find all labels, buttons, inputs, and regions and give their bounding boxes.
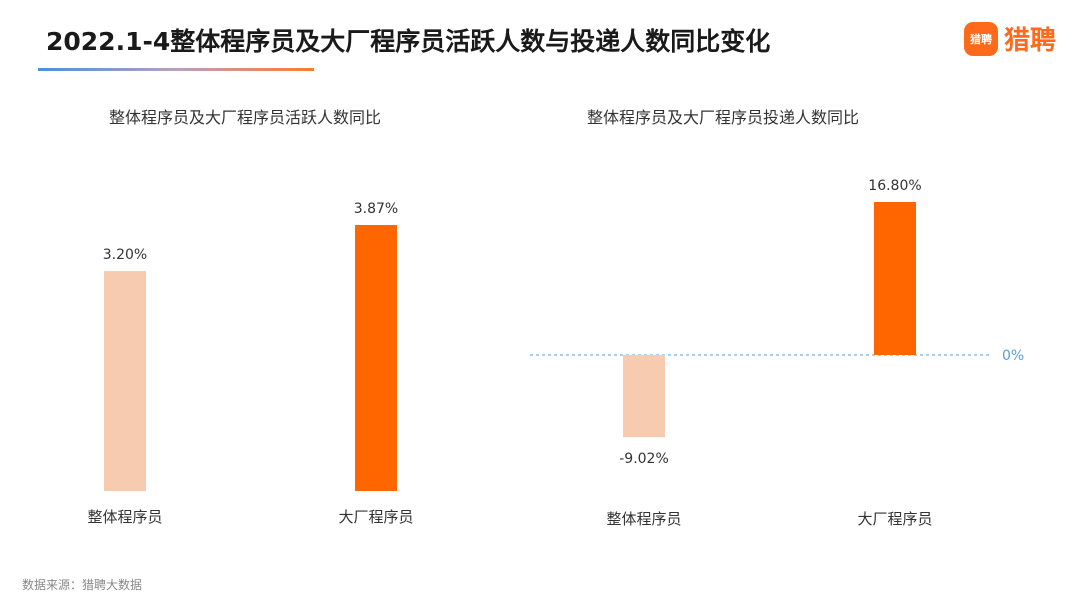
data-label-active-2: 3.87% — [354, 201, 398, 217]
bar-applications-2 — [874, 202, 916, 355]
x-label-applications-2: 大厂程序员 — [857, 510, 932, 528]
data-label-active-1: 3.20% — [103, 247, 147, 263]
brand-logo: 猎聘 猎聘 — [963, 20, 1056, 57]
data-label-applications-2: 16.80% — [868, 178, 921, 194]
chart-title-active: 整体程序员及大厂程序员活跃人数同比 — [108, 108, 382, 127]
brand-name: 猎聘 — [1003, 26, 1056, 56]
bar-applications-1 — [623, 355, 665, 438]
chat-bubble-icon: 猎聘 — [963, 21, 998, 56]
chart-title-applications: 整体程序员及大厂程序员投递人数同比 — [586, 108, 860, 127]
x-label-active-1: 整体程序员 — [87, 508, 162, 526]
zero-label: 0% — [1002, 348, 1024, 364]
data-source-note: 数据来源：猎聘大数据 — [22, 578, 143, 592]
x-label-applications-1: 整体程序员 — [606, 510, 681, 528]
bar-active-1 — [104, 271, 146, 491]
x-label-active-2: 大厂程序员 — [338, 508, 413, 526]
title-underline — [38, 68, 314, 71]
page-title: 2022.1-4整体程序员及大厂程序员活跃人数与投递人数同比变化 — [46, 27, 771, 56]
data-label-applications-1: -9.02% — [619, 451, 669, 467]
bar-active-2 — [355, 225, 397, 491]
